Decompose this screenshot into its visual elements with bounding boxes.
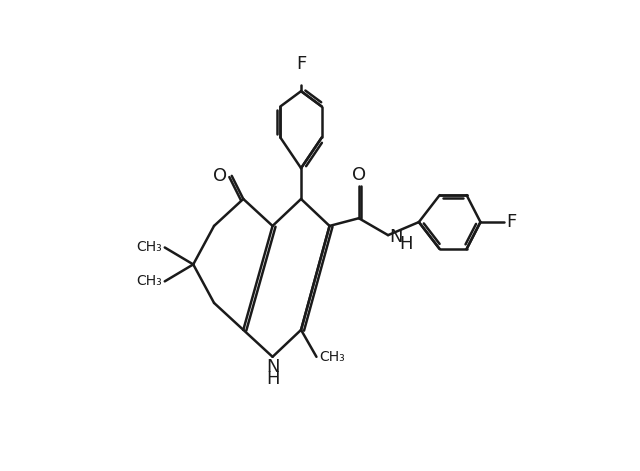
Text: CH₃: CH₃ bbox=[319, 350, 346, 364]
Text: N: N bbox=[266, 358, 279, 376]
Text: H: H bbox=[266, 370, 279, 388]
Text: N: N bbox=[390, 227, 403, 246]
Text: CH₃: CH₃ bbox=[136, 275, 162, 288]
Text: O: O bbox=[213, 167, 227, 185]
Text: F: F bbox=[296, 55, 306, 73]
Text: H: H bbox=[399, 236, 412, 253]
Text: F: F bbox=[507, 213, 517, 231]
Text: CH₃: CH₃ bbox=[136, 241, 162, 254]
Text: O: O bbox=[352, 166, 366, 184]
